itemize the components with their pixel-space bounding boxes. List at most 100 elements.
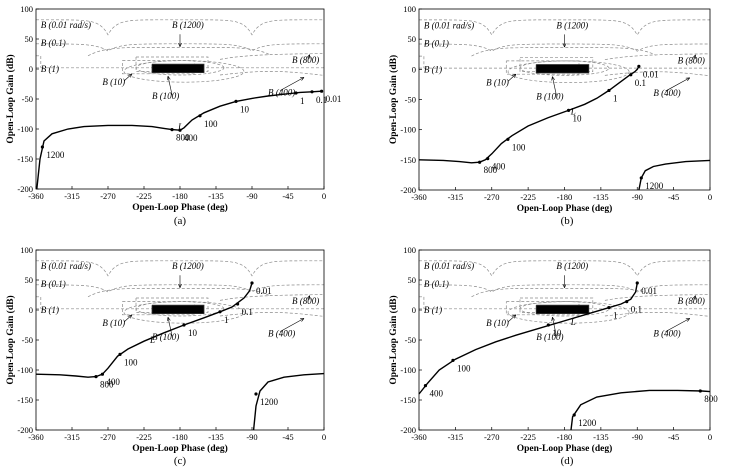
bound-label-10: B (10) <box>102 318 125 328</box>
freq-label: 800 <box>484 165 498 175</box>
freq-label: 1200 <box>46 150 65 160</box>
arrow-head <box>178 283 182 288</box>
y-tick-label: -100 <box>400 125 416 135</box>
freq-label: 1200 <box>260 397 279 407</box>
bound-label-1200: B (1200) <box>556 20 588 30</box>
x-tick-label: -180 <box>172 191 188 201</box>
x-tick-label: -135 <box>208 191 224 201</box>
bound-label-0.01: B (0.01 rad/s) <box>41 261 91 271</box>
bound-label-10: B (10) <box>102 77 125 87</box>
bound-label-800: B (800) <box>678 296 705 306</box>
bound-label-1: B (1) <box>424 305 442 315</box>
freq-marker <box>218 310 222 314</box>
freq-marker <box>250 281 254 285</box>
arrow-line <box>507 314 517 323</box>
bound-10-box <box>505 60 580 75</box>
bound-label-1200: B (1200) <box>556 261 588 271</box>
y-axis-label: Open-Loop Gain (dB) <box>5 54 16 143</box>
y-tick-label: 100 <box>20 245 33 255</box>
x-tick-label: -225 <box>136 432 152 442</box>
freq-marker <box>629 73 633 77</box>
freq-marker <box>546 323 550 327</box>
x-tick-label: -135 <box>593 192 609 202</box>
arrow-line <box>279 77 305 91</box>
panel-caption: (c) <box>174 455 187 467</box>
freq-label: 800 <box>704 394 718 404</box>
x-tick-label: -90 <box>632 432 643 442</box>
arrow-head <box>562 43 567 48</box>
x-axis-label: Open-Loop Phase (deg) <box>517 203 613 214</box>
loop-label: L <box>149 335 155 345</box>
freq-marker <box>198 114 202 118</box>
bound-label-100: B (100) <box>536 92 563 102</box>
freq-marker <box>254 392 258 396</box>
freq-marker <box>170 128 174 132</box>
annotation-arrows <box>507 34 697 96</box>
freq-label: 10 <box>240 104 250 114</box>
arrow-line <box>693 295 696 301</box>
freq-label: 1 <box>224 315 229 325</box>
bound-right-lower <box>604 312 709 317</box>
arrow-head <box>166 76 171 81</box>
x-tick-label: -315 <box>448 432 464 442</box>
y-tick-label: -200 <box>400 185 416 195</box>
bound-edge-bracket <box>419 296 425 309</box>
freq-marker <box>566 108 571 112</box>
y-axis-label: Open-Loop Gain (dB) <box>388 295 399 384</box>
inner-box <box>151 304 205 314</box>
x-tick-label: -225 <box>520 192 536 202</box>
bound-label-0.1: B (0.1) <box>424 279 449 289</box>
arrow-line <box>279 318 305 332</box>
bound-right-upper <box>604 53 709 61</box>
arrow-head <box>299 318 305 322</box>
freq-marker <box>94 375 98 379</box>
freq-label: 100 <box>124 357 138 367</box>
y-tick-label: -200 <box>400 425 416 435</box>
freq-marker <box>637 64 641 68</box>
freq-label: 400 <box>492 162 506 172</box>
arrow-line <box>552 76 557 96</box>
freq-marker <box>486 157 490 161</box>
y-tick-label: 0 <box>29 305 33 315</box>
y-tick-label: -150 <box>17 154 33 164</box>
arrow-head <box>178 42 182 47</box>
freq-label: 0.1 <box>242 307 253 317</box>
arrow-line <box>167 76 173 95</box>
freq-label: 0.01 <box>641 286 657 296</box>
bound-800-ellipse <box>507 60 630 83</box>
freq-label: 400 <box>429 389 443 399</box>
bound-label-0.01: B (0.01 rad/s) <box>41 20 91 30</box>
bound-label-1: B (1) <box>424 64 442 74</box>
freq-label: 0.1 <box>631 305 642 315</box>
y-tick-label: -50 <box>22 335 33 345</box>
freq-marker <box>40 145 45 149</box>
freq-marker <box>423 384 428 388</box>
freq-label: 1200 <box>578 418 597 428</box>
x-tick-label: -45 <box>668 432 679 442</box>
freq-marker <box>118 352 122 356</box>
bound-label-10: B (10) <box>486 318 509 328</box>
bound-edge-bracket <box>36 55 42 68</box>
x-tick-label: 0 <box>322 191 326 201</box>
freq-label: 0.01 <box>256 286 272 296</box>
bound-1200-curve <box>471 47 656 57</box>
arrow-head <box>512 73 517 78</box>
bound-label-800: B (800) <box>678 55 705 65</box>
freq-marker <box>100 372 104 376</box>
x-tick-label: -270 <box>100 432 116 442</box>
x-tick-label: -225 <box>136 191 152 201</box>
y-tick-label: -100 <box>17 365 33 375</box>
bound-label-1200: B (1200) <box>172 20 204 30</box>
x-tick-label: -45 <box>668 192 679 202</box>
x-tick-label: -180 <box>172 432 188 442</box>
panel-caption: (d) <box>561 455 574 467</box>
y-tick-label: -50 <box>22 94 33 104</box>
bound-edge-bracket <box>36 296 42 309</box>
freq-marker <box>506 137 510 141</box>
y-tick-label: 0 <box>412 305 416 315</box>
bound-100-ellipse <box>519 301 610 317</box>
y-tick-label: 50 <box>408 275 417 285</box>
arrow-head <box>306 295 311 300</box>
y-tick-label: 0 <box>29 64 33 74</box>
loop-curve <box>418 65 640 164</box>
